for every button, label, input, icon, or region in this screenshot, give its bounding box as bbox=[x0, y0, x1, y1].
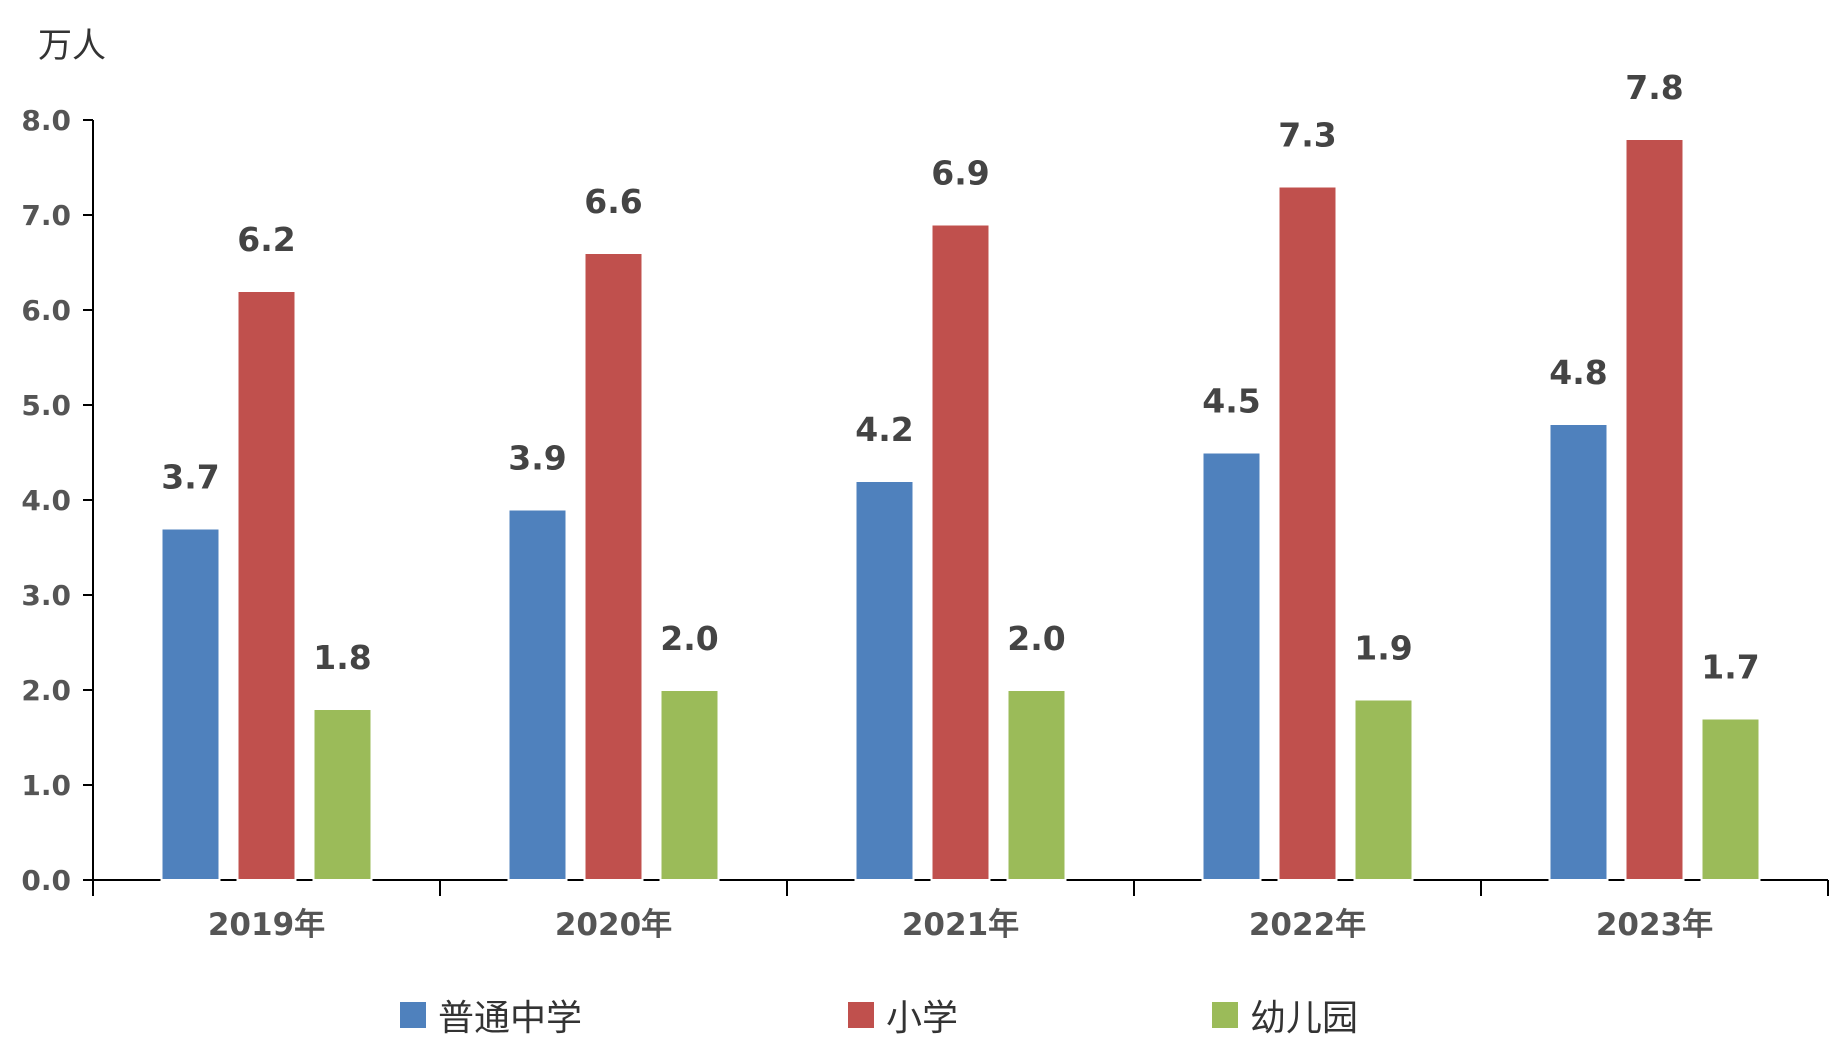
y-tick-label: 4.0 bbox=[21, 484, 71, 517]
legend-label: 小学 bbox=[886, 998, 958, 1039]
bar bbox=[507, 508, 568, 881]
data-label: 1.8 bbox=[313, 638, 371, 677]
y-axis: 0.0 1.0 2.0 3.0 4.0 5.0 6.0 7.0 8.0 bbox=[21, 104, 94, 897]
data-label: 6.6 bbox=[584, 182, 642, 221]
data-label: 2.0 bbox=[1007, 619, 1065, 658]
bar bbox=[854, 480, 915, 881]
y-tick-label: 5.0 bbox=[21, 389, 71, 422]
data-label: 1.7 bbox=[1701, 648, 1759, 687]
bar bbox=[1548, 423, 1609, 881]
bars bbox=[160, 138, 1761, 881]
bar bbox=[236, 290, 297, 881]
x-category-label: 2021年 bbox=[902, 907, 1019, 943]
y-tick-label: 2.0 bbox=[21, 674, 71, 707]
legend-label: 幼儿园 bbox=[1250, 998, 1358, 1039]
data-label: 4.8 bbox=[1549, 353, 1607, 392]
legend-swatch bbox=[400, 1002, 426, 1028]
y-tick-label: 1.0 bbox=[21, 769, 71, 802]
bar bbox=[160, 527, 221, 881]
bar bbox=[1353, 698, 1414, 881]
data-labels: 3.7 6.2 1.8 3.9 6.6 2.0 4.2 6.9 2.0 4.5 7.3 1.9 4.8 7… bbox=[161, 68, 1759, 687]
bar bbox=[1006, 689, 1067, 881]
bar bbox=[1700, 717, 1761, 881]
y-unit-label: 万人 bbox=[38, 26, 106, 66]
data-label: 7.8 bbox=[1625, 68, 1683, 107]
data-label: 6.2 bbox=[237, 220, 295, 259]
x-category-label: 2023年 bbox=[1596, 907, 1713, 943]
y-tick-label: 0.0 bbox=[21, 864, 71, 897]
bar bbox=[583, 252, 644, 881]
bar bbox=[1201, 451, 1262, 881]
x-axis: 2019年 2020年 2021年 2022年 2023年 bbox=[92, 879, 1829, 943]
legend-label: 普通中学 bbox=[438, 998, 582, 1039]
y-tick-label: 6.0 bbox=[21, 294, 71, 327]
x-category-label: 2019年 bbox=[208, 907, 325, 943]
data-label: 3.7 bbox=[161, 458, 219, 497]
legend: 普通中学 小学 幼儿园 bbox=[400, 998, 1358, 1039]
bar bbox=[1624, 138, 1685, 881]
y-tick-label: 7.0 bbox=[21, 199, 71, 232]
data-label: 2.0 bbox=[660, 619, 718, 658]
data-label: 6.9 bbox=[931, 154, 989, 193]
bar bbox=[659, 689, 720, 881]
x-category-label: 2022年 bbox=[1249, 907, 1366, 943]
bar bbox=[1277, 185, 1338, 881]
legend-swatch bbox=[848, 1002, 874, 1028]
y-tick-label: 8.0 bbox=[21, 104, 71, 137]
x-category-label: 2020年 bbox=[555, 907, 672, 943]
legend-swatch bbox=[1212, 1002, 1238, 1028]
data-label: 4.2 bbox=[855, 410, 913, 449]
data-label: 1.9 bbox=[1354, 629, 1412, 668]
bar bbox=[930, 223, 991, 881]
y-tick-label: 3.0 bbox=[21, 579, 71, 612]
data-label: 7.3 bbox=[1278, 116, 1336, 155]
bar bbox=[312, 708, 373, 881]
data-label: 3.9 bbox=[508, 439, 566, 478]
data-label: 4.5 bbox=[1202, 382, 1260, 421]
